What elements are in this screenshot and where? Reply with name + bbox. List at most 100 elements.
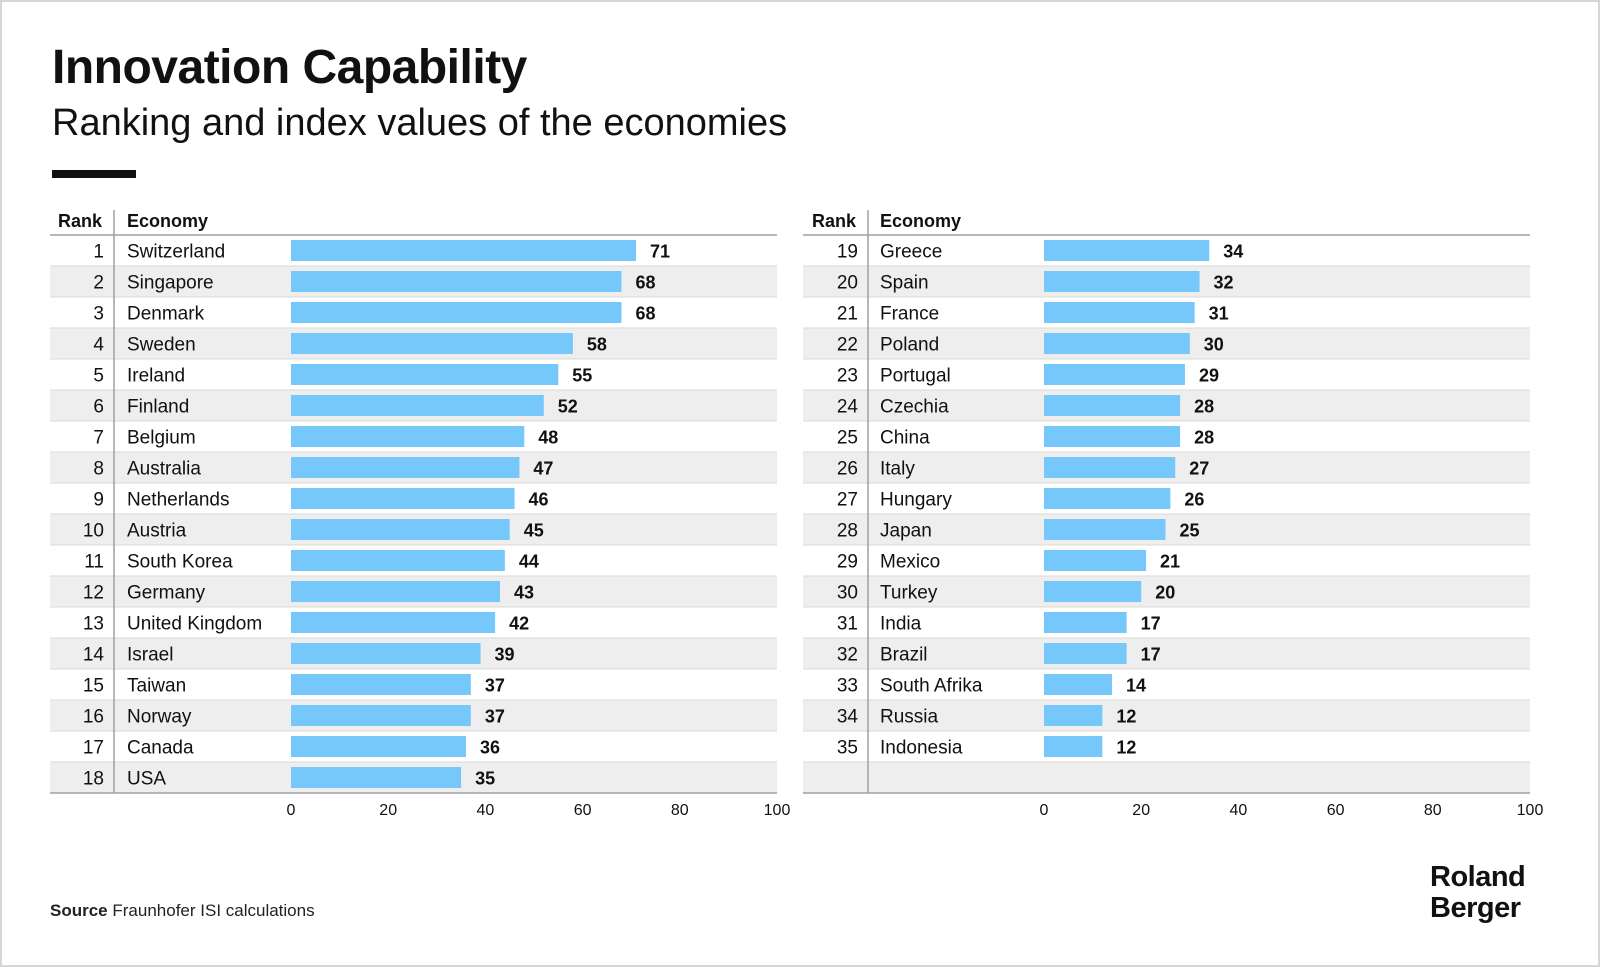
rank-column-header: Rank [812, 211, 857, 231]
rank-label: 10 [83, 521, 104, 542]
rank-label: 20 [837, 273, 858, 294]
rank-label: 29 [837, 552, 858, 573]
rank-label: 3 [93, 304, 104, 325]
x-tick-label: 40 [1230, 802, 1248, 819]
economy-label: Israel [127, 645, 173, 666]
value-label: 28 [1194, 397, 1214, 417]
rank-label: 24 [837, 397, 859, 418]
value-label: 46 [529, 490, 549, 510]
economy-label: Germany [127, 583, 206, 604]
economy-label: Finland [127, 397, 189, 418]
economy-label: Austria [127, 521, 187, 542]
rank-label: 11 [84, 552, 104, 573]
source-note: Source Fraunhofer ISI calculations [50, 901, 315, 921]
x-tick-label: 40 [477, 802, 495, 819]
economy-label: Indonesia [880, 738, 963, 759]
economy-label: Italy [880, 459, 915, 480]
economy-label: Russia [880, 707, 939, 728]
bar [1044, 426, 1181, 447]
rank-label: 17 [83, 738, 104, 759]
bar [1044, 612, 1127, 633]
bar [291, 395, 544, 416]
rank-label: 18 [83, 769, 104, 790]
x-tick-label: 80 [1424, 802, 1442, 819]
economy-label: Czechia [880, 397, 949, 418]
economy-label: South Korea [127, 552, 233, 573]
bar [291, 426, 525, 447]
row-stripe [803, 700, 1530, 731]
value-label: 71 [650, 242, 670, 262]
roland-berger-logo: Roland Berger [1430, 862, 1526, 924]
value-label: 42 [509, 614, 529, 634]
bar [1044, 736, 1103, 757]
rank-label: 1 [93, 242, 104, 263]
logo-line-2: Berger [1430, 892, 1521, 924]
rank-label: 33 [837, 676, 858, 697]
value-label: 12 [1116, 707, 1136, 727]
economy-label: Singapore [127, 273, 214, 294]
value-label: 43 [514, 583, 534, 603]
bar [291, 302, 622, 323]
x-tick-label: 100 [764, 802, 791, 819]
bar [1044, 705, 1103, 726]
rank-label: 22 [837, 335, 858, 356]
source-text: Fraunhofer ISI calculations [112, 901, 315, 920]
economy-label: Belgium [127, 428, 196, 449]
x-tick-label: 0 [287, 802, 296, 819]
value-label: 26 [1184, 490, 1204, 510]
economy-label: Hungary [880, 490, 952, 511]
bar [1044, 302, 1195, 323]
economy-column-header: Economy [127, 211, 208, 231]
x-tick-label: 0 [1040, 802, 1049, 819]
row-stripe [803, 638, 1530, 669]
economy-label: Turkey [880, 583, 938, 604]
value-label: 14 [1126, 676, 1146, 696]
economy-label: Sweden [127, 335, 196, 356]
row-stripe [803, 576, 1530, 607]
row-stripe [803, 514, 1530, 545]
rank-label: 12 [83, 583, 104, 604]
rank-label: 2 [93, 273, 104, 294]
rank-label: 27 [837, 490, 858, 511]
bar [291, 612, 496, 633]
economy-label: China [880, 428, 930, 449]
value-label: 55 [572, 366, 592, 386]
source-label: Source [50, 901, 108, 920]
rank-label: 34 [837, 707, 859, 728]
rank-column-header: Rank [58, 211, 103, 231]
x-tick-label: 20 [379, 802, 397, 819]
value-label: 12 [1116, 738, 1136, 758]
economy-label: Denmark [127, 304, 205, 325]
economy-label: Mexico [880, 552, 940, 573]
bar [291, 240, 637, 261]
rank-label: 14 [83, 645, 105, 666]
rank-label: 21 [837, 304, 858, 325]
x-tick-label: 60 [574, 802, 592, 819]
economy-label: Portugal [880, 366, 951, 387]
value-label: 20 [1155, 583, 1175, 603]
value-label: 17 [1141, 645, 1161, 665]
bar [291, 271, 622, 292]
rank-label: 15 [83, 676, 104, 697]
bar [291, 333, 573, 354]
bar [291, 488, 515, 509]
economy-label: India [880, 614, 922, 635]
economy-label: Canada [127, 738, 194, 759]
value-label: 21 [1160, 552, 1180, 572]
bar [1044, 550, 1147, 571]
economy-label: Poland [880, 335, 939, 356]
economy-label: Brazil [880, 645, 928, 666]
economy-column-header: Economy [880, 211, 961, 231]
rank-label: 4 [93, 335, 104, 356]
rank-label: 23 [837, 366, 858, 387]
rank-label: 13 [83, 614, 104, 635]
rank-label: 5 [93, 366, 104, 387]
value-label: 39 [495, 645, 515, 665]
bar [291, 457, 520, 478]
value-label: 48 [538, 428, 558, 448]
rank-label: 9 [93, 490, 104, 511]
value-label: 29 [1199, 366, 1219, 386]
x-tick-label: 60 [1327, 802, 1345, 819]
bar [291, 643, 481, 664]
chart-title: Innovation Capability [52, 41, 527, 94]
